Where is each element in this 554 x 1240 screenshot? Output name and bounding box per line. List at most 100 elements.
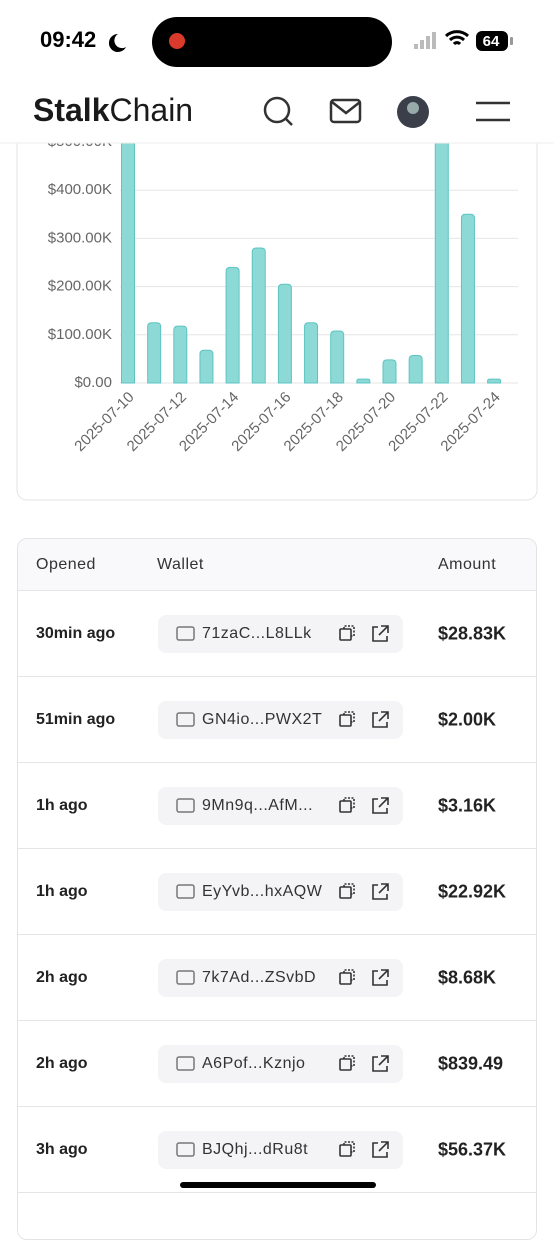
bar bbox=[173, 325, 188, 384]
battery-level: 64 bbox=[483, 33, 500, 50]
bar bbox=[487, 378, 502, 384]
table: Opened Wallet Amount 30min ago 71zaC...L8… bbox=[17, 538, 537, 1240]
bar bbox=[225, 266, 240, 384]
brand: StalkChain bbox=[33, 92, 193, 128]
home-indicator bbox=[180, 1182, 376, 1188]
brand-light: Chain bbox=[109, 92, 193, 128]
wallet-icons bbox=[176, 882, 389, 900]
external-link-icon[interactable] bbox=[372, 1140, 389, 1158]
battery-tip bbox=[510, 37, 513, 45]
external-link-icon[interactable] bbox=[372, 968, 389, 986]
bar bbox=[199, 349, 214, 384]
amount: $3.16K bbox=[438, 795, 497, 815]
wallet-icon bbox=[176, 969, 195, 985]
wallet-icon bbox=[176, 883, 195, 899]
copy-icon[interactable] bbox=[339, 1140, 355, 1157]
wallet-icons bbox=[176, 1140, 389, 1158]
brand-bold: Stalk bbox=[33, 92, 110, 128]
wifi-icon bbox=[444, 30, 470, 46]
wallet-icon bbox=[176, 625, 195, 641]
wallet-address: A6Pof...Kznjo bbox=[202, 1054, 306, 1072]
wallet-icons bbox=[176, 968, 389, 986]
copy-icon[interactable] bbox=[339, 968, 355, 985]
bar bbox=[304, 322, 319, 384]
y-tick-label: $200.00K bbox=[48, 278, 112, 295]
record-dot bbox=[169, 33, 185, 49]
opened-time: 2h ago bbox=[36, 968, 88, 986]
external-link-icon[interactable] bbox=[372, 882, 389, 900]
column-header: Wallet bbox=[157, 555, 204, 573]
moon-icon bbox=[108, 33, 126, 52]
time: 09:42 bbox=[40, 27, 96, 52]
bar bbox=[277, 283, 292, 384]
copy-icon[interactable] bbox=[339, 1054, 355, 1071]
amount: $8.68K bbox=[438, 967, 497, 987]
signal-icon bbox=[414, 32, 436, 49]
y-tick-label: $100.00K bbox=[48, 326, 112, 343]
wallet-address: 7k7Ad...ZSvbD bbox=[202, 968, 317, 986]
battery-icon bbox=[476, 31, 508, 51]
external-link-icon[interactable] bbox=[372, 1054, 389, 1072]
search-icon[interactable] bbox=[263, 96, 293, 126]
bar bbox=[460, 213, 475, 384]
menu-icon[interactable] bbox=[476, 101, 510, 122]
opened-time: 2h ago bbox=[36, 1054, 88, 1072]
table-row: 1h ago 9Mn9q...AfM... $3.16K bbox=[18, 762, 536, 848]
wallet-address: EyYvb...hxAQW bbox=[202, 882, 323, 900]
external-link-icon[interactable] bbox=[372, 710, 389, 728]
bar bbox=[356, 378, 371, 384]
table-row-partial bbox=[18, 1192, 536, 1239]
table-row: 3h ago BJQhj...dRu8t $56.37K bbox=[18, 1106, 536, 1192]
copy-icon[interactable] bbox=[339, 882, 355, 899]
wallet-chip: 71zaC...L8LLk bbox=[158, 614, 403, 653]
wallet-icons bbox=[176, 710, 389, 728]
wallet-icon bbox=[176, 1055, 195, 1071]
column-header: Amount bbox=[438, 555, 497, 573]
screen: $0.00$100.00K$200.00K$300.00K$400.00K$50… bbox=[0, 17, 554, 1240]
bar bbox=[251, 247, 266, 384]
wallet-chip: EyYvb...hxAQW bbox=[158, 872, 403, 911]
table-body: 30min ago 71zaC...L8LLk $28.83K 51min ago GN… bbox=[18, 590, 536, 1192]
y-tick-label: $300.00K bbox=[48, 229, 112, 246]
wallet-icon bbox=[176, 1141, 195, 1157]
bar bbox=[121, 117, 135, 384]
copy-icon[interactable] bbox=[339, 796, 355, 813]
copy-icon[interactable] bbox=[339, 624, 355, 641]
wallet-chip: A6Pof...Kznjo bbox=[158, 1044, 403, 1083]
table-row: 30min ago 71zaC...L8LLk $28.83K bbox=[18, 590, 536, 676]
table-row: 2h ago 7k7Ad...ZSvbD $8.68K bbox=[18, 934, 536, 1020]
table-row: 2h ago A6Pof...Kznjo $839.49 bbox=[18, 1020, 536, 1106]
dynamic-island bbox=[152, 17, 392, 67]
table-row: 51min ago GN4io...PWX2T $2.00K bbox=[18, 676, 536, 762]
wallet-chip: BJQhj...dRu8t bbox=[158, 1130, 403, 1169]
y-tick-label: $400.00K bbox=[48, 181, 112, 198]
bar bbox=[330, 330, 345, 384]
wallet-chip: GN4io...PWX2T bbox=[158, 700, 403, 739]
opened-time: 51min ago bbox=[36, 710, 116, 728]
bar bbox=[147, 322, 162, 384]
opened-time: 30min ago bbox=[36, 624, 116, 642]
wallet-address: 9Mn9q...AfM... bbox=[202, 796, 314, 814]
external-link-icon[interactable] bbox=[372, 624, 389, 642]
amount: $839.49 bbox=[438, 1053, 504, 1073]
opened-time: 1h ago bbox=[36, 882, 88, 900]
copy-icon[interactable] bbox=[339, 710, 355, 727]
table-header: Opened Wallet Amount bbox=[18, 539, 536, 590]
bar bbox=[408, 355, 423, 384]
wallet-address: BJQhj...dRu8t bbox=[202, 1140, 309, 1158]
amount: $2.00K bbox=[438, 709, 497, 729]
bar bbox=[382, 359, 397, 384]
mail-icon[interactable] bbox=[329, 98, 362, 124]
bar bbox=[434, 117, 449, 384]
external-link-icon[interactable] bbox=[372, 796, 389, 814]
wallet-icon bbox=[176, 797, 195, 813]
y-tick-label: $0.00 bbox=[74, 374, 112, 391]
wallet-address: 71zaC...L8LLk bbox=[202, 624, 312, 642]
wallet-icons bbox=[176, 624, 389, 642]
wallet-icons bbox=[176, 796, 389, 814]
amount: $28.83K bbox=[438, 623, 507, 643]
wallet-chip: 7k7Ad...ZSvbD bbox=[158, 958, 403, 997]
opened-time: 3h ago bbox=[36, 1140, 88, 1158]
wallet-icons bbox=[176, 1054, 389, 1072]
amount: $56.37K bbox=[438, 1139, 507, 1159]
